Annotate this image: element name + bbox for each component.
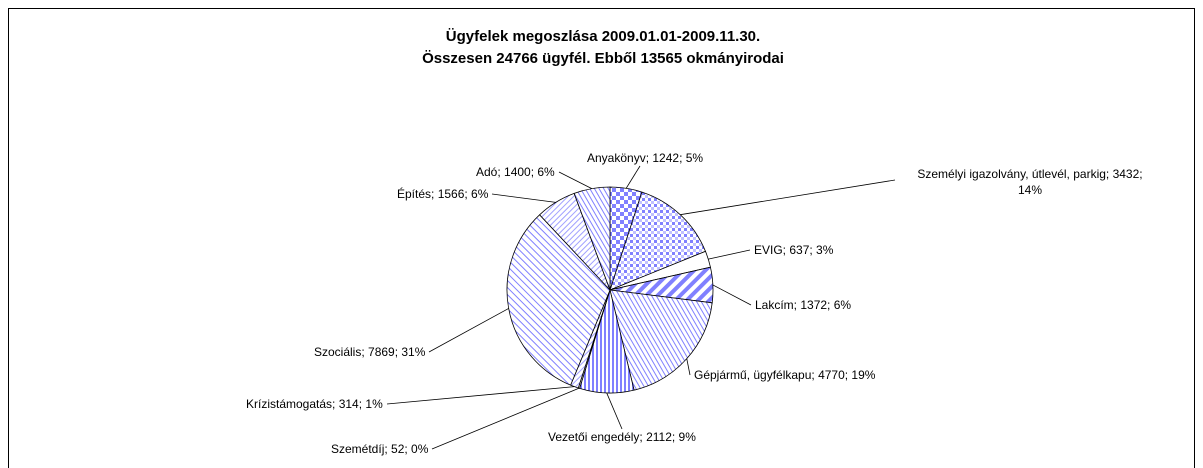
pie-slice [506, 214, 611, 386]
leader-line [491, 193, 556, 203]
data-label: Adó; 1400; 6% [476, 165, 555, 179]
leader-line [708, 249, 751, 260]
pie-slice [609, 191, 706, 291]
data-label: Építés; 1566; 6% [397, 187, 489, 201]
data-label: Gépjármű, ügyfélkapu; 4770; 19% [694, 368, 876, 382]
pie-slice [573, 186, 611, 291]
leader-line [686, 358, 691, 376]
data-label: Lakcím; 1372; 6% [755, 298, 852, 312]
leader-line [680, 179, 896, 216]
data-label: Személyi igazolvány, útlevél, parkig; 34… [917, 167, 1143, 197]
data-label: Vezetői engedély; 2112; 9% [548, 430, 696, 444]
chart-title: Ügyfelek megoszlása 2009.01.01-2009.11.3… [446, 28, 760, 45]
leader-line [428, 308, 509, 353]
data-label: Anyakönyv; 1242; 5% [587, 151, 704, 165]
leader-line [625, 165, 641, 189]
leader-line [386, 386, 575, 405]
data-label: Szemétdíj; 52; 0% [331, 442, 429, 456]
data-label: Krízistámogatás; 314; 1% [246, 397, 383, 411]
data-label: Szociális; 7869; 31% [314, 345, 426, 359]
pie-slice [609, 289, 713, 391]
leader-line [712, 284, 752, 306]
leader-line [431, 387, 580, 450]
chart-subtitle: Összesen 24766 ügyfél. Ebből 13565 okmán… [422, 50, 784, 67]
data-label: EVIG; 637; 3% [754, 243, 834, 257]
leader-line [606, 392, 623, 430]
leader-line [558, 171, 592, 189]
